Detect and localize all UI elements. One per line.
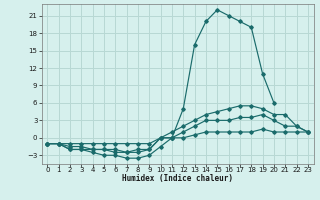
X-axis label: Humidex (Indice chaleur): Humidex (Indice chaleur) xyxy=(122,174,233,183)
